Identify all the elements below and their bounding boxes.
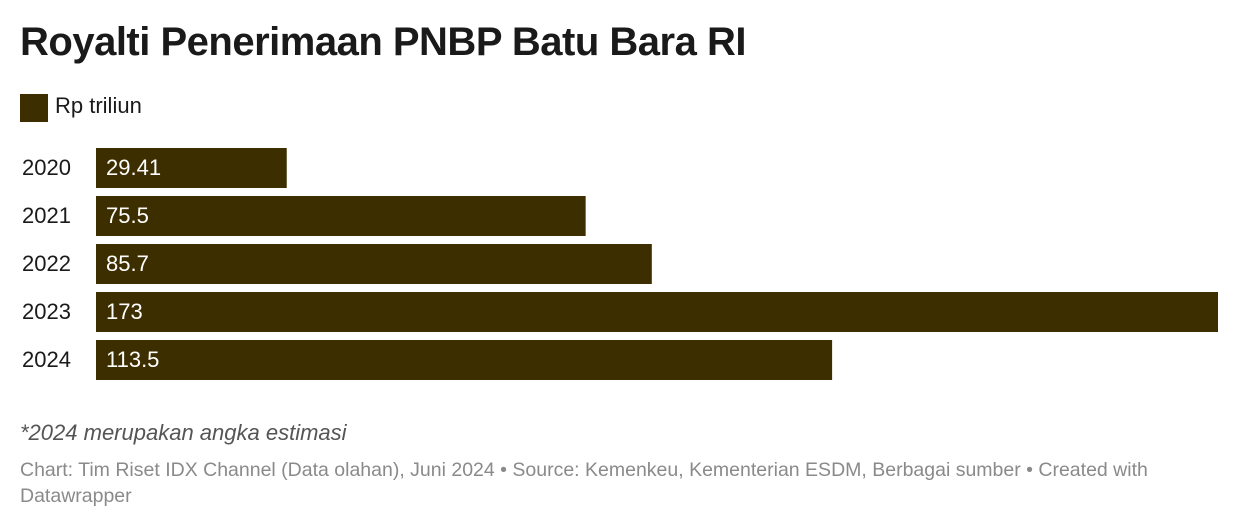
bar	[96, 148, 287, 188]
legend-swatch	[20, 94, 48, 122]
value-label: 29.41	[106, 155, 161, 180]
y-tick-label: 2022	[22, 251, 71, 276]
note: *2024 merupakan angka estimasi	[20, 420, 347, 445]
source: Chart: Tim Riset IDX Channel (Data olaha…	[20, 459, 1148, 507]
chart: Rp triliun 2020 29.41 2021 75.5 2022 85.7 2023 1…	[20, 93, 1218, 380]
value-label: 75.5	[106, 203, 149, 228]
y-tick-label: 2024	[22, 347, 71, 372]
value-label: 113.5	[106, 347, 159, 372]
value-label: 85.7	[106, 251, 149, 276]
y-tick-label: 2021	[22, 203, 71, 228]
bar	[96, 340, 833, 380]
bar	[96, 196, 586, 236]
bar	[96, 292, 1218, 332]
y-tick-label: 2020	[22, 155, 71, 180]
y-tick-label: 2023	[22, 299, 71, 324]
value-label: 173	[106, 299, 143, 324]
legend-label: Rp triliun	[55, 93, 142, 118]
bar	[96, 244, 652, 284]
chart-title: Royalti Penerimaan PNBP Batu Bara RI	[20, 20, 746, 64]
